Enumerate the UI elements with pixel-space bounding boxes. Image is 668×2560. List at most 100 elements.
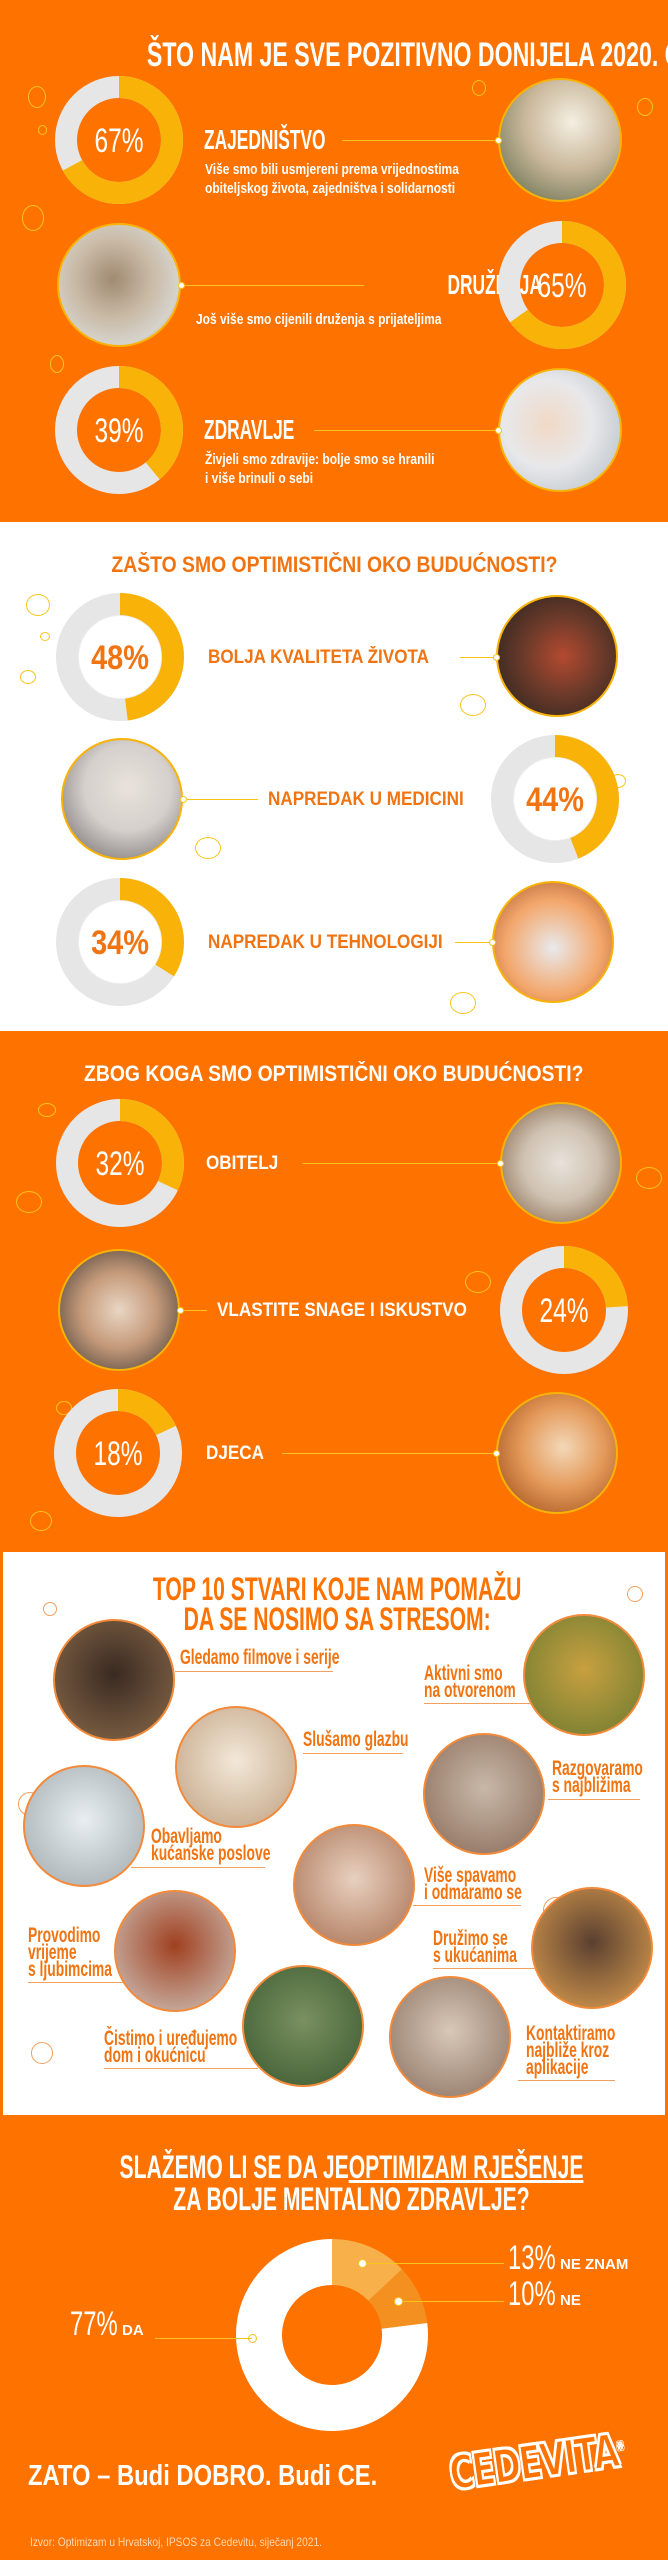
underline <box>131 1867 265 1868</box>
title-text: SLAŽEMO LI SE DA JE <box>119 2149 349 2185</box>
top10-item-label: Više spavamo i odmaramo se <box>424 1864 522 1904</box>
connector-dot <box>495 137 502 144</box>
top10-photo <box>114 1890 236 2012</box>
underline <box>28 1982 123 1983</box>
label-line: s ukućanima <box>433 1944 517 1967</box>
bubble-icon <box>50 355 64 373</box>
top10-photo <box>389 1976 511 2098</box>
title-line: ZA BOLJE MENTALNO ZDRAVLJE? <box>173 2181 530 2217</box>
label-line: Obavljamo <box>151 1825 222 1848</box>
label-line: kućanske poslove <box>151 1842 271 1865</box>
connector-line <box>314 430 498 431</box>
label-line: i odmaramo se <box>424 1881 522 1904</box>
underline <box>104 2068 258 2069</box>
donut-chart-zdravlje <box>55 366 183 494</box>
top10-item-label: Slušamo glazbu <box>303 1728 409 1751</box>
donut-chart-technology <box>56 878 184 1006</box>
scientist-microscope-photo <box>61 738 183 860</box>
percent-value: 39% <box>94 412 144 450</box>
bubble-icon <box>30 1511 52 1531</box>
label-line: vrijeme <box>28 1941 77 1964</box>
underline <box>303 1753 403 1754</box>
label-line: Čistimo i uređujemo <box>104 2027 238 2050</box>
underline <box>424 1703 530 1704</box>
top10-item-label: Čistimo i uređujemo dom i okućnicu <box>104 2027 238 2066</box>
pie-label-text: NE ZNAM <box>560 2256 629 2273</box>
pie-slice-ne-znam <box>332 2239 402 2301</box>
connector-dot <box>497 1160 504 1167</box>
connector-dot <box>489 939 496 946</box>
description-line: obiteljskog života, zajedništva i solida… <box>205 180 456 197</box>
donut-chart-medicine <box>491 735 619 863</box>
connector-line <box>460 657 496 658</box>
pie-label-percent: 77% <box>70 2305 118 2343</box>
label-line: Družimo se <box>433 1927 508 1950</box>
bubble-icon <box>43 1602 57 1616</box>
section-positive-2020: ŠTO NAM JE SVE POZITIVNO DONIJELA 2020. … <box>0 0 668 522</box>
label-line: Slušamo glazbu <box>303 1728 409 1751</box>
connector-line <box>184 285 364 286</box>
item-label: BOLJA KVALITETA ŽIVOTA <box>208 647 430 668</box>
underline <box>518 2080 615 2081</box>
donut-value-arc <box>55 76 183 204</box>
item-label-text: VLASTITE SNAGE I ISKUSTVO <box>217 1300 467 1321</box>
percent-value: 18% <box>93 1435 143 1473</box>
bubble-icon <box>56 1401 72 1415</box>
family-outdoors-photo <box>498 78 622 202</box>
bubble-icon <box>636 1167 662 1189</box>
bubble-icon <box>16 1191 42 1213</box>
description-line: Živjeli smo zdravije: bolje smo se hrani… <box>205 451 435 468</box>
donut-chart-zajednistvo <box>55 76 183 204</box>
item-description: Više smo bili usmjereni prema vrijednost… <box>205 160 459 198</box>
pie-label: 10% NE <box>508 2275 581 2314</box>
pie-label-percent: 13% <box>508 2239 556 2277</box>
cedevita-logo: CEDEVITA® <box>445 2423 624 2502</box>
section-top10-stress: TOP 10 STVARI KOJE NAM POMAŽU DA SE NOSIM… <box>0 1552 668 2115</box>
top10-photo <box>242 1965 364 2087</box>
label-line: s najbližima <box>552 1774 631 1797</box>
bubble-icon <box>460 694 486 716</box>
pie-leader-dot <box>248 2334 257 2343</box>
source-note: Izvor: Optimizam u Hrvatskoj, IPSOS za C… <box>30 2535 322 2549</box>
top10-item-label: Provodimo vrijeme s ljubimcima <box>28 1925 112 1980</box>
donut-value-arc <box>55 366 183 494</box>
underline <box>433 1968 535 1969</box>
section-title: ZBOG KOGA SMO OPTIMISTIČNI OKO BUDUĆNOST… <box>84 1061 584 1086</box>
donut-chart-quality-of-life <box>56 593 184 721</box>
connector-line <box>455 942 492 943</box>
percent-value: 65% <box>537 267 587 305</box>
label-line: Više spavamo <box>424 1864 517 1887</box>
underline <box>175 1671 333 1672</box>
donut-value-arc <box>56 878 184 1006</box>
percent-value: 24% <box>539 1292 589 1330</box>
percent-value: 34% <box>91 924 149 962</box>
connector-line <box>342 140 498 141</box>
section-mental-health: SLAŽEMO LI SE DA JE OPTIMIZAM RJEŠENJE ZA… <box>0 2115 668 2560</box>
bubble-icon <box>465 1271 491 1293</box>
connector-line <box>282 1453 496 1454</box>
item-label: DRUŽENJA <box>435 271 542 299</box>
pie-leader-line <box>362 2263 504 2264</box>
section-title: SLAŽEMO LI SE DA JE OPTIMIZAM RJEŠENJE ZA… <box>119 2151 583 2215</box>
label-line: najbliže kroz <box>526 2039 610 2062</box>
section-why-optimistic: ZAŠTO SMO OPTIMISTIČNI OKO BUDUĆNOSTI? 4… <box>0 522 668 1031</box>
section-title: ZAŠTO SMO OPTIMISTIČNI OKO BUDUĆNOSTI? <box>110 552 557 577</box>
top10-photo <box>53 1619 175 1741</box>
section-title: TOP 10 STVARI KOJE NAM POMAŽU DA SE NOSIM… <box>153 1573 521 1635</box>
bubble-icon <box>22 205 44 231</box>
top10-item-label: Obavljamo kućanske poslove <box>151 1825 271 1865</box>
underline <box>413 1905 521 1906</box>
section-title: ŠTO NAM JE SVE POZITIVNO DONIJELA 2020. … <box>146 36 668 74</box>
label-line: aplikacije <box>526 2056 589 2079</box>
section-because-of-whom: ZBOG KOGA SMO OPTIMISTIČNI OKO BUDUĆNOST… <box>0 1031 668 1552</box>
description-line: i više brinuli o sebi <box>205 470 314 487</box>
bubble-icon <box>38 1103 56 1117</box>
pie-leader-line <box>398 2301 504 2302</box>
percent-value: 44% <box>526 781 584 819</box>
top10-photo <box>175 1706 297 1828</box>
slogan: ZATO – Budi DOBRO. Budi CE. <box>28 2460 378 2492</box>
father-baby-phone-photo <box>58 1249 180 1371</box>
connector-dot <box>495 427 502 434</box>
item-label: NAPREDAK U MEDICINI <box>268 790 464 809</box>
percent-value: 48% <box>91 639 149 677</box>
